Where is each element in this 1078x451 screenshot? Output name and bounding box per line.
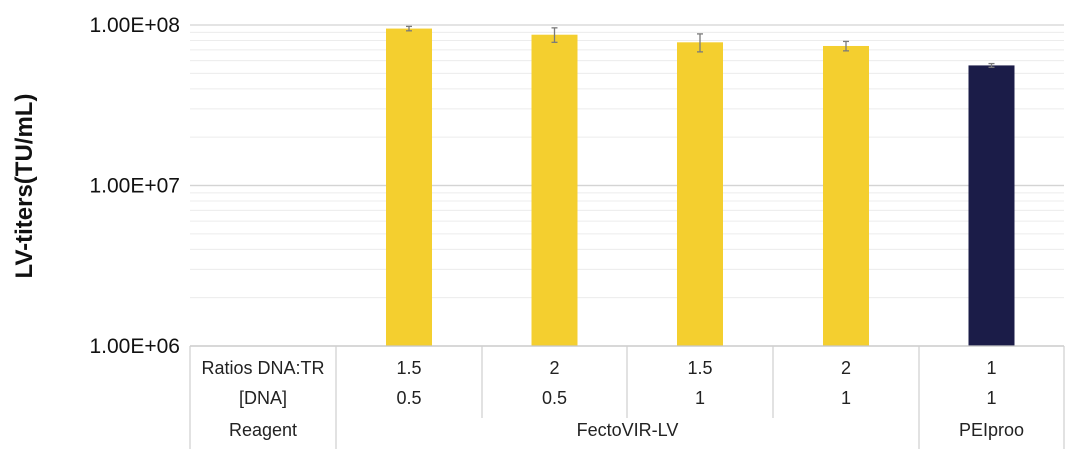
table-cell: 1 — [986, 388, 996, 408]
bar — [386, 28, 432, 347]
y-axis-label: LV-titers(TU/mL) — [11, 94, 38, 279]
bar — [968, 65, 1015, 346]
table-row-header: Ratios DNA:TR — [201, 358, 324, 378]
table-cell: 1.5 — [396, 358, 421, 378]
table-cell: 1 — [841, 388, 851, 408]
table-cell: 1.5 — [687, 358, 712, 378]
y-tick-label: 1.00E+07 — [89, 175, 180, 198]
error-bars — [406, 25, 995, 68]
category-table: Ratios DNA:TR 1.5 2 1.5 2 1 [DNA] 0.5 0.5 1 1 1 Reag… — [189, 345, 1065, 449]
gridlines — [190, 24, 1064, 347]
table-cell: 1 — [695, 388, 705, 408]
table-cell: 0.5 — [396, 388, 421, 408]
y-tick-label: 1.00E+06 — [89, 335, 180, 358]
table-cell: 2 — [549, 358, 559, 378]
axes: LV-titers(TU/mL) — [11, 94, 38, 279]
y-tick-label: 1.00E+08 — [89, 14, 180, 37]
bar — [823, 45, 869, 346]
table-row-header: [DNA] — [239, 388, 287, 408]
bar — [677, 42, 723, 346]
table-row-header: Reagent — [229, 420, 297, 440]
bars — [386, 28, 1015, 347]
reagent-label: PEIproo — [959, 420, 1024, 440]
table-cell: 2 — [841, 358, 851, 378]
table-cell: 1 — [986, 358, 996, 378]
reagent-label: FectoVIR-LV — [577, 420, 679, 440]
bar — [531, 34, 578, 347]
y-tick-labels: 1.00E+06 1.00E+07 1.00E+08 — [89, 14, 180, 358]
table-cell: 0.5 — [542, 388, 567, 408]
